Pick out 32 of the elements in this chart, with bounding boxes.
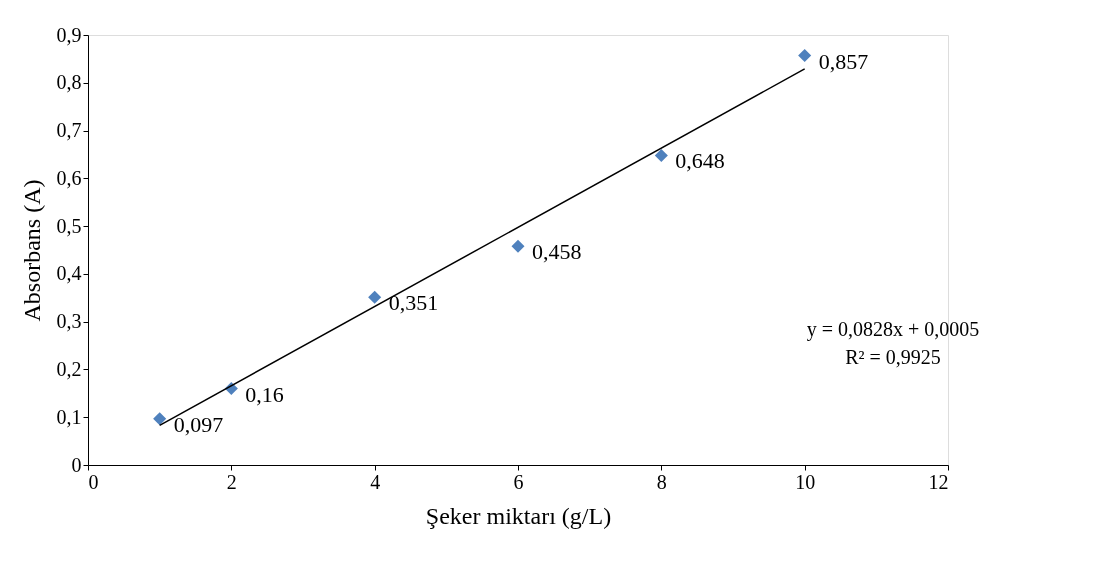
x-tick-label: 12	[928, 470, 949, 493]
data-label: 0,857	[818, 48, 869, 74]
data-label: 0,351	[388, 290, 439, 316]
data-label: 0,097	[173, 411, 224, 437]
x-axis-title: Şeker miktarı (g/L)	[425, 502, 612, 529]
y-tick-label: 0,6	[56, 166, 82, 189]
y-tick-label: 0,8	[56, 71, 82, 94]
data-label: 0,458	[532, 239, 582, 265]
point	[368, 290, 382, 304]
y-tick-label: 0,1	[56, 405, 82, 428]
x-tick-label: 0	[88, 470, 99, 493]
x-tick-label: 4	[370, 470, 381, 493]
x-tick-label: 10	[795, 470, 816, 493]
annotation: R² = 0,9925	[845, 346, 941, 368]
x-tick-label: 6	[513, 470, 524, 493]
y-tick-label: 0	[71, 453, 82, 476]
y-tick-label: 0,4	[56, 262, 82, 285]
annotation: y = 0,0828x + 0,0005	[806, 318, 980, 341]
data-label: 0,16	[245, 381, 284, 407]
x-tick-label: 2	[226, 470, 237, 493]
point	[798, 49, 812, 63]
y-tick-label: 0,5	[56, 214, 82, 237]
y-tick-label: 0,7	[56, 119, 82, 142]
y-tick-label: 0,9	[56, 23, 82, 46]
y-axis-title: Absorbans (A)	[18, 179, 45, 322]
point	[153, 412, 167, 426]
y-tick-label: 0,3	[56, 310, 82, 333]
y-tick-label: 0,2	[56, 357, 82, 380]
data-label: 0,648	[675, 148, 725, 174]
x-tick-label: 8	[656, 470, 667, 493]
point	[654, 148, 668, 162]
point	[511, 239, 525, 253]
